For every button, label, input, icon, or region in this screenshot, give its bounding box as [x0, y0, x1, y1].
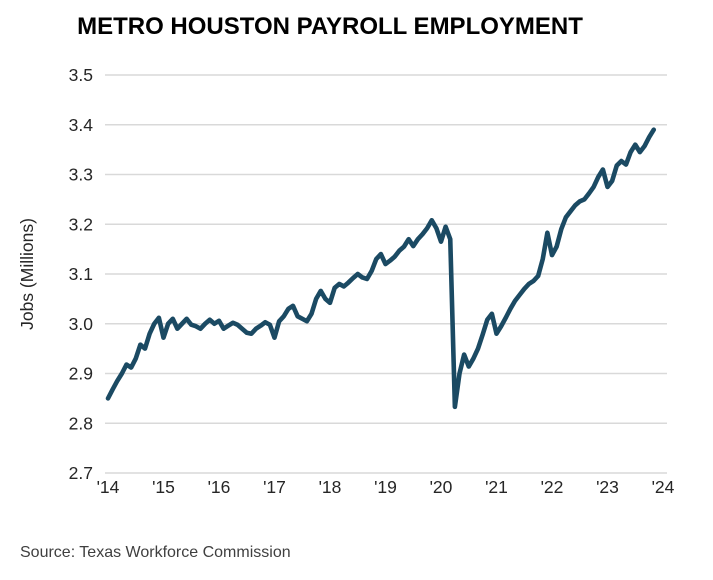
y-axis-tick-label: 3.3: [69, 165, 93, 185]
x-axis-tick-label: '19: [374, 477, 397, 497]
y-axis-tick-label: 3.5: [69, 65, 93, 85]
y-axis-tick-label: 2.7: [69, 463, 93, 483]
x-axis-tick-label: '15: [152, 477, 175, 497]
chart-title: METRO HOUSTON PAYROLL EMPLOYMENT: [77, 13, 583, 40]
y-axis-title: Jobs (Millions): [17, 218, 37, 330]
x-axis-tick-label: '23: [596, 477, 619, 497]
x-axis-tick-label: '21: [485, 477, 508, 497]
x-axis-tick-label: '20: [430, 477, 453, 497]
y-axis-tick-label: 2.9: [69, 364, 93, 384]
x-axis-tick-label: '18: [319, 477, 342, 497]
x-axis-tick-label: '14: [97, 477, 120, 497]
y-axis-tick-label: 3.2: [69, 214, 93, 234]
source-note: Source: Texas Workforce Commission: [20, 544, 291, 561]
y-axis-tick-label: 3.0: [69, 314, 94, 334]
x-axis-tick-label: '22: [541, 477, 564, 497]
x-axis-tick-label: '17: [263, 477, 286, 497]
employment-line: [105, 127, 657, 410]
y-axis-tick-label: 3.4: [69, 115, 94, 135]
y-axis-tick-label: 3.1: [69, 264, 93, 284]
x-axis-tick-label: '16: [208, 477, 231, 497]
x-axis-tick-label: '24: [652, 477, 675, 497]
y-axis-tick-label: 2.8: [69, 413, 93, 433]
